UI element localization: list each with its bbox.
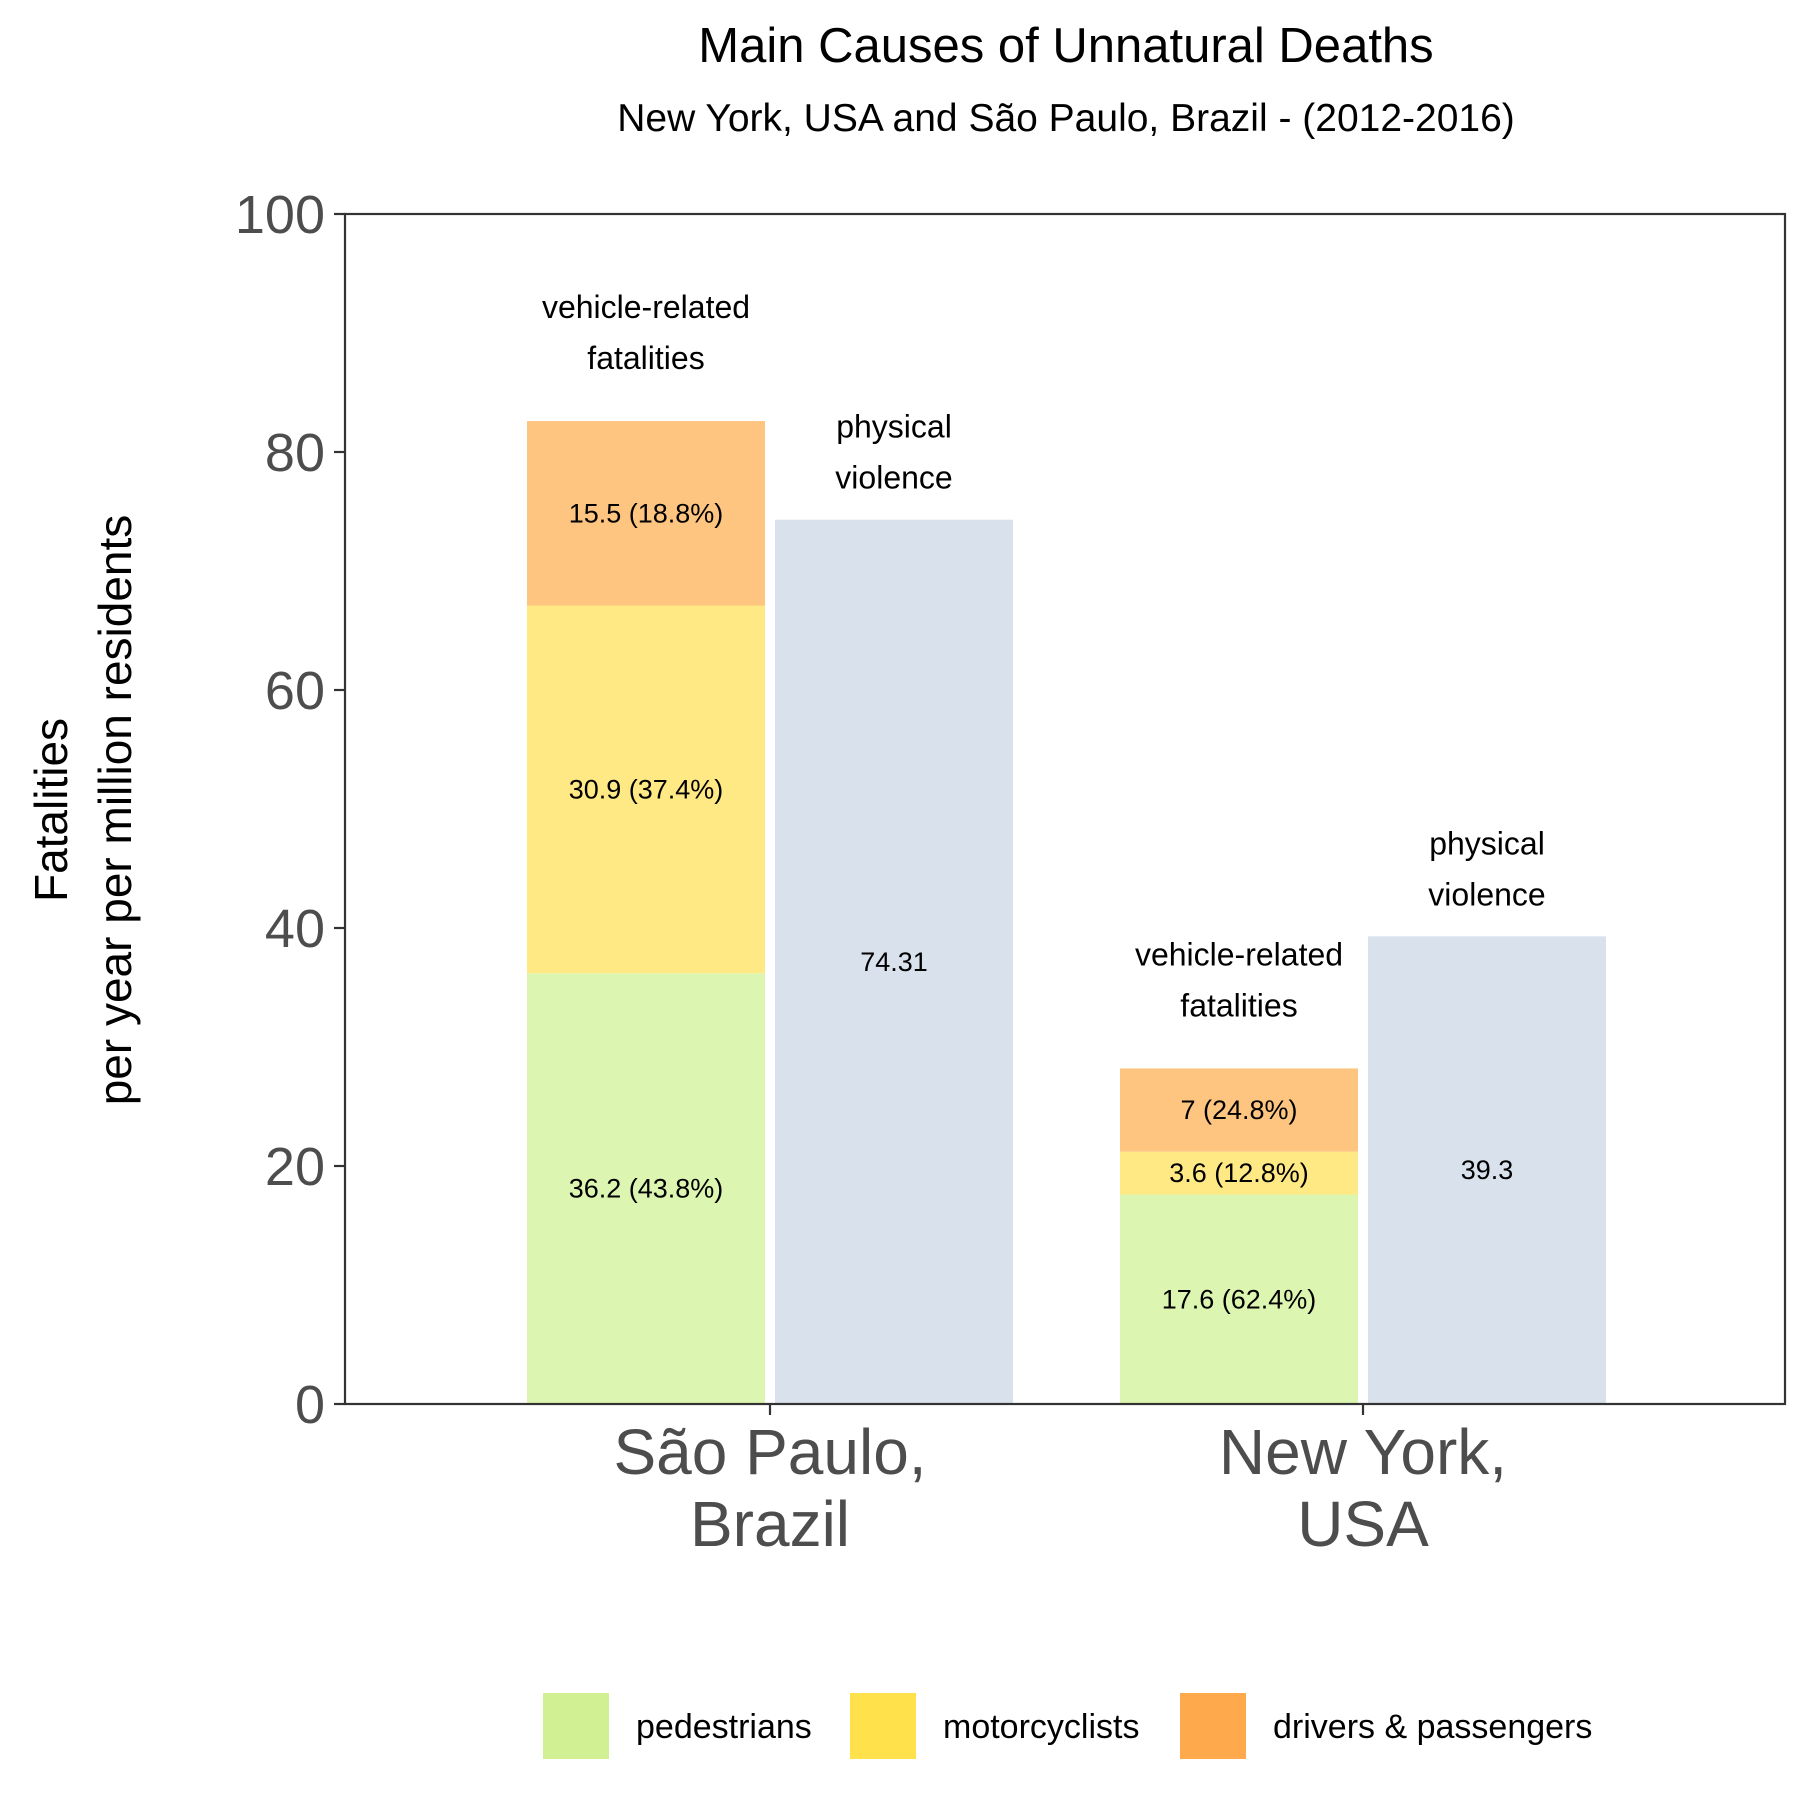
legend-swatch-drivers — [1180, 1693, 1246, 1759]
y-tick-label: 0 — [295, 1375, 325, 1435]
legend-label: motorcyclists — [943, 1708, 1139, 1746]
bar-segment-motorcyclists — [527, 605, 765, 974]
bar-group-label: vehicle-related — [542, 289, 750, 325]
bar-segment-motorcyclists — [1120, 1151, 1358, 1195]
bar-group-label: vehicle-related — [1135, 936, 1343, 972]
y-tick-label: 80 — [265, 423, 325, 483]
chart-subtitle: New York, USA and São Paulo, Brazil - (2… — [617, 97, 1515, 140]
x-tick-label: USA — [1297, 1488, 1429, 1560]
data-label: 17.6 (62.4%) — [1162, 1284, 1317, 1314]
bar-group-label: physical — [1429, 825, 1545, 861]
bar-violence — [775, 519, 1013, 1404]
legend-swatch-pedestrians — [543, 1693, 609, 1759]
plot-area: 36.2 (43.8%) 30.9 (37.4%) 15.5 (18.8%) vehi… — [527, 289, 1606, 1404]
y-tick-label: 60 — [265, 661, 325, 721]
bar-group-label: fatalities — [1180, 987, 1297, 1023]
bar-group-label: fatalities — [587, 340, 704, 376]
legend: pedestrians motorcyclists drivers & passen… — [543, 1693, 1592, 1759]
y-tick-label: 20 — [265, 1137, 325, 1197]
chart-title: Main Causes of Unnatural Deaths — [698, 19, 1433, 73]
y-axis-label-line: per year per million residents — [89, 515, 141, 1106]
bar-segment-drivers — [527, 421, 765, 606]
data-label: 30.9 (37.4%) — [569, 774, 724, 804]
legend-label: drivers & passengers — [1273, 1708, 1592, 1746]
data-label: 3.6 (12.8%) — [1169, 1158, 1309, 1188]
legend-swatch-motorcyclists — [850, 1693, 916, 1759]
y-axis-label: Fatalities per year per million residents — [25, 515, 141, 1106]
bar-segment-drivers — [1120, 1068, 1358, 1152]
data-label: 36.2 (43.8%) — [569, 1174, 724, 1204]
y-tick-label: 100 — [235, 185, 325, 245]
bar-group-label: physical — [836, 409, 952, 445]
x-tick-label: São Paulo, — [613, 1416, 926, 1488]
bar-group-label: violence — [1428, 876, 1545, 912]
plot-border — [343, 212, 1787, 1406]
data-label: 15.5 (18.8%) — [569, 498, 724, 528]
axes: 0 20 40 60 80 100 São Paulo,Brazil New York,USA… — [25, 185, 1787, 1560]
x-tick-label: New York, — [1219, 1416, 1507, 1488]
legend-label: pedestrians — [636, 1708, 812, 1746]
bar-segment-pedestrians — [1120, 1194, 1358, 1404]
data-label: 39.3 — [1461, 1155, 1514, 1185]
y-axis-label-line: Fatalities — [25, 718, 77, 902]
bar-group-label: violence — [835, 460, 952, 496]
bar-violence — [1368, 936, 1606, 1404]
data-label: 7 (24.8%) — [1180, 1095, 1297, 1125]
data-label: 74.31 — [860, 947, 928, 977]
x-tick-label: Brazil — [690, 1488, 850, 1560]
y-tick-label: 40 — [265, 899, 325, 959]
bar-segment-pedestrians — [527, 973, 765, 1404]
